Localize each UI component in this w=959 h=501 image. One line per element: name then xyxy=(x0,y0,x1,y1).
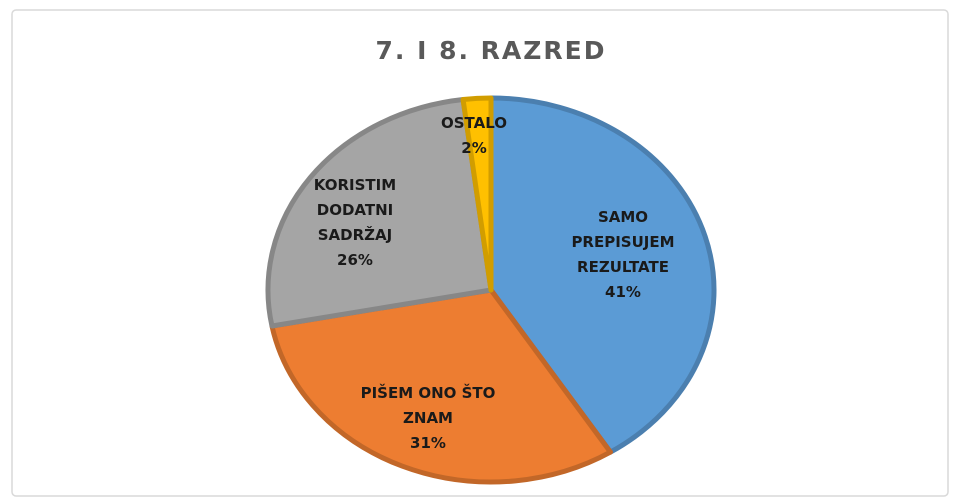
slice-label: OSTALO 2% xyxy=(434,66,514,206)
chart-title: 7. I 8. RAZRED xyxy=(375,36,606,65)
slice-label: SAMO PREPISUJEM REZULTATE 41% xyxy=(563,185,683,325)
slice-label-box: PIŠEM ONO ŠTO ZNAM 31% xyxy=(343,348,513,488)
category-label: SAMO PREPISUJEM REZULTATE xyxy=(571,208,675,276)
value-label: 26% xyxy=(337,251,373,269)
category-label: PIŠEM ONO ŠTO ZNAM xyxy=(360,383,496,427)
slice-outline xyxy=(460,95,494,293)
value-label: 41% xyxy=(605,283,641,301)
slice-outline xyxy=(265,97,494,329)
slice-label-box: KORISTIM DODATNI SADRŽAJ 26% xyxy=(305,153,405,293)
slice-outline xyxy=(488,95,717,455)
slice-label: PIŠEM ONO ŠTO ZNAM 31% xyxy=(343,348,513,488)
value-label: 31% xyxy=(410,433,446,452)
category-label: KORISTIM DODATNI SADRŽAJ xyxy=(313,176,397,244)
slice-label-box: SAMO PREPISUJEM REZULTATE 41% xyxy=(563,185,683,325)
slice-label-box: OSTALO 2% xyxy=(434,66,514,206)
value-label: 2% xyxy=(461,139,487,157)
slice-label: KORISTIM DODATNI SADRŽAJ 26% xyxy=(305,153,405,293)
slice-outline xyxy=(269,287,613,485)
category-label: OSTALO xyxy=(440,114,507,132)
